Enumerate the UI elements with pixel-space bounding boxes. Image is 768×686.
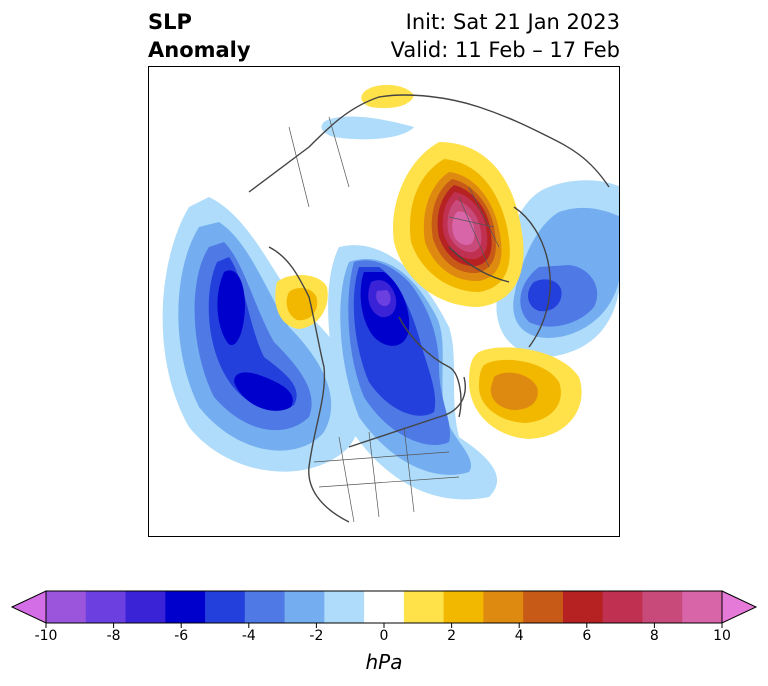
colorbar-cell [324,591,365,623]
date-info: Init: Sat 21 Jan 2023 Valid: 11 Feb – 17… [391,8,620,64]
colorbar-tick-label: 8 [649,628,659,644]
colorbar-tick-label: -10 [34,628,58,644]
asia-low [496,180,619,357]
arctic-high [393,142,524,307]
borders [288,116,500,523]
colorbar-unit: hPa [365,650,403,674]
chart-title: SLP Anomaly [148,8,251,64]
colorbar-cells [10,590,758,628]
colorbar [10,590,758,628]
colorbar-cell [205,591,246,623]
colorbar-cell [443,591,484,623]
colorbar-cell [284,591,325,623]
colorbar-cell [403,591,445,623]
colorbar-tick-label: 10 [713,628,731,644]
colorbar-tick-label: 0 [379,628,389,644]
anomaly-map [162,84,619,523]
colorbar-tick-label: -4 [241,628,256,644]
valid-date: Valid: 11 Feb – 17 Feb [390,38,620,62]
colorbar-tick-label: -6 [174,628,189,644]
colorbar-cell [483,591,524,623]
colorbar-cell [682,591,723,623]
colorbar-cell [46,591,87,623]
colorbar-extend-min [10,590,47,624]
map-panel [148,66,620,537]
colorbar-cell [523,591,564,623]
minor-anomalies [275,84,582,439]
colorbar-tick-label: 6 [582,628,592,644]
pacific-low [162,197,361,472]
colorbar-cell [642,591,683,623]
colorbar-cell [244,591,286,623]
greenland-low [328,245,498,500]
colorbar-extend-max [721,590,758,624]
colorbar-tick-label: 4 [514,628,524,644]
colorbar-cell [562,591,604,623]
init-date: Init: Sat 21 Jan 2023 [405,10,620,34]
colorbar-tick-label: 2 [447,628,457,644]
colorbar-cell [364,591,405,623]
colorbar-cell [85,591,127,623]
colorbar-tick-label: -2 [309,628,324,644]
title-line-2: Anomaly [148,38,251,62]
coastlines [248,94,610,523]
colorbar-cell [125,591,166,623]
colorbar-cell [602,591,643,623]
colorbar-cell [165,591,206,623]
colorbar-tick-label: -8 [106,628,121,644]
title-line-1: SLP [148,10,192,34]
